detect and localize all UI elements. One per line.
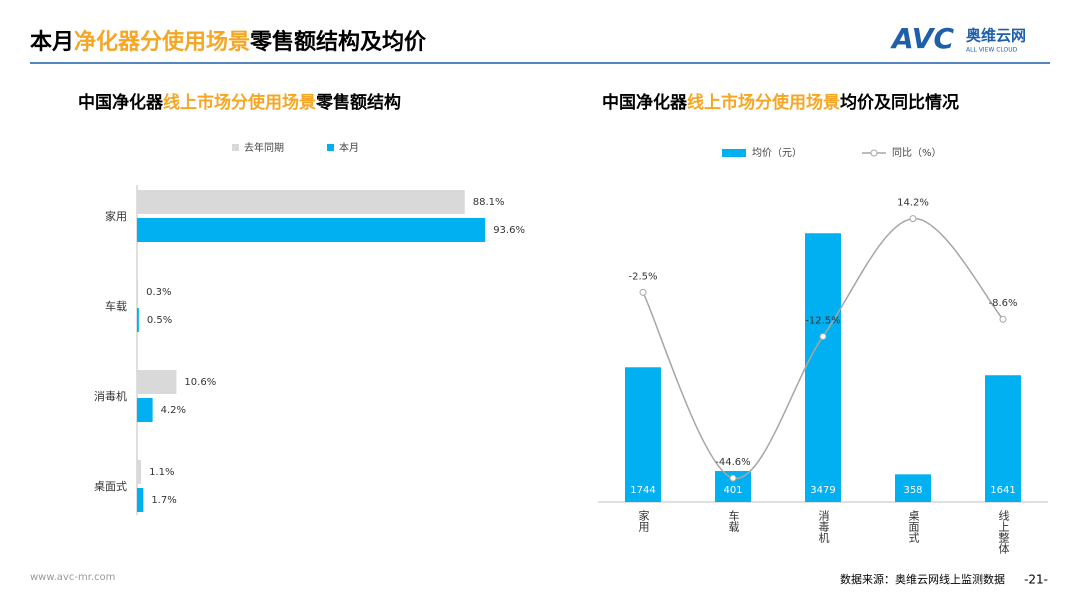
category-label: 家用 (105, 209, 127, 223)
value-label: -2.5% (628, 271, 657, 282)
bar (985, 375, 1021, 502)
chart-title: 中国净化器线上市场分使用场景零售额结构 (78, 92, 401, 113)
line (642, 217, 1004, 479)
legend-label: 去年同期 (244, 141, 284, 154)
line-marker (729, 474, 737, 482)
value-label: 1.7% (151, 495, 176, 506)
bar (625, 367, 661, 502)
title-part: 零售额结构及均价 (249, 29, 427, 55)
value-label: 0.3% (146, 287, 171, 298)
category-label: 桌面式 (94, 480, 127, 493)
title-part: 线上市场分使用场景 (687, 92, 840, 113)
legend-swatch (327, 144, 334, 151)
value-label: -44.6% (715, 457, 750, 468)
value-label: -8.6% (988, 298, 1017, 309)
bar (137, 308, 139, 332)
title-part: 本月 (30, 30, 74, 55)
logo: AVC (890, 22, 954, 55)
bar (137, 488, 144, 512)
value-label: 93.6% (493, 225, 525, 236)
value-label: 358 (903, 485, 922, 496)
value-label: 1.1% (149, 467, 174, 478)
value-label: 1641 (990, 485, 1015, 496)
value-label: 3479 (810, 485, 835, 496)
bar (137, 280, 139, 304)
slide-title: 本月净化器分使用场景零售额结构及均价 (30, 29, 427, 55)
line-marker (999, 315, 1007, 323)
bar (137, 190, 465, 214)
bar (805, 233, 841, 502)
value-label: 14.2% (897, 198, 929, 209)
page-number: -21- (1024, 573, 1048, 587)
bar (137, 460, 142, 484)
category-label: 家用 (637, 509, 650, 533)
value-label: 88.1% (473, 197, 505, 208)
bar (137, 398, 153, 422)
value-label: -12.5% (805, 315, 840, 326)
category-label: 消毒机 (817, 509, 830, 543)
chart-title: 中国净化器线上市场分使用场景均价及同比情况 (602, 92, 959, 113)
value-label: 1744 (630, 485, 655, 496)
source: 数据来源：奥维云网线上监测数据 (840, 572, 1005, 586)
logo-cn: 奥维云网 (966, 27, 1026, 45)
title-part: 净化器分使用场景 (74, 29, 250, 55)
category-label: 消毒机 (94, 389, 127, 403)
value-label: 4.2% (161, 405, 186, 416)
value-label: 401 (723, 485, 742, 496)
category-label: 车载 (105, 299, 127, 313)
value-label: 10.6% (184, 377, 216, 388)
category-label: 车载 (727, 509, 740, 532)
title-part: 中国净化器 (602, 92, 688, 113)
url: www.avc-mr.com (30, 572, 115, 583)
bar (137, 218, 486, 242)
category-label: 桌面式 (907, 510, 920, 543)
bar (137, 370, 177, 394)
legend-marker (870, 149, 878, 157)
legend-swatch (232, 144, 239, 151)
line-marker (909, 215, 917, 223)
logo-en: ALL VIEW CLOUD (966, 47, 1018, 54)
title-part: 均价及同比情况 (840, 92, 959, 113)
legend-label: 同比（%） (892, 147, 942, 159)
legend-swatch (722, 149, 746, 157)
line-marker (639, 288, 647, 296)
line-marker (819, 332, 827, 340)
legend-label: 本月 (339, 141, 359, 154)
value-label: 0.5% (147, 315, 172, 326)
title-part: 中国净化器 (78, 92, 164, 113)
title-part: 零售额结构 (315, 92, 401, 113)
category-label: 线上整体 (997, 509, 1010, 554)
title-part: 线上市场分使用场景 (163, 92, 316, 113)
legend-label: 均价（元） (752, 147, 802, 159)
bar (895, 474, 931, 502)
